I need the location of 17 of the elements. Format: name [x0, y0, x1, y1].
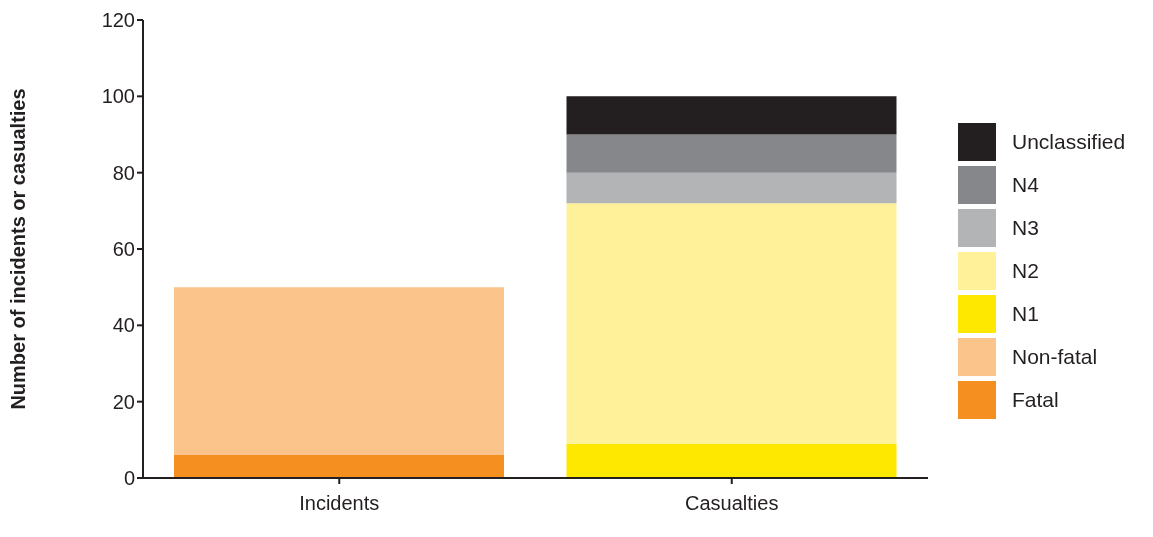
legend-label: Fatal [1012, 387, 1059, 412]
y-tick-label: 120 [101, 9, 135, 32]
y-tick-label: 60 [112, 238, 135, 261]
y-tick-label: 100 [101, 85, 135, 108]
legend-label: N4 [1012, 172, 1039, 197]
y-tick-label: 0 [123, 467, 135, 490]
legend-label: N2 [1012, 258, 1039, 283]
legend-label: Unclassified [1012, 129, 1126, 154]
x-tick-label: Casualties [685, 492, 779, 515]
legend-label: Non-fatal [1012, 344, 1098, 369]
y-tick-label: 40 [112, 314, 135, 337]
legend-label: N1 [1012, 301, 1039, 326]
legend-label: N3 [1012, 215, 1039, 240]
y-tick-label: 20 [112, 390, 135, 413]
y-tick-label: 80 [112, 161, 135, 184]
x-tick-label: Incidents [299, 492, 380, 515]
y-axis-title: Number of incidents or casualties [7, 88, 30, 410]
